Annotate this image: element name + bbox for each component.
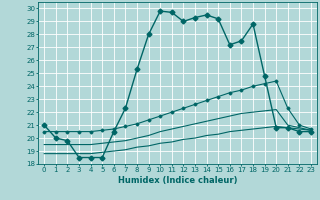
- X-axis label: Humidex (Indice chaleur): Humidex (Indice chaleur): [118, 176, 237, 185]
